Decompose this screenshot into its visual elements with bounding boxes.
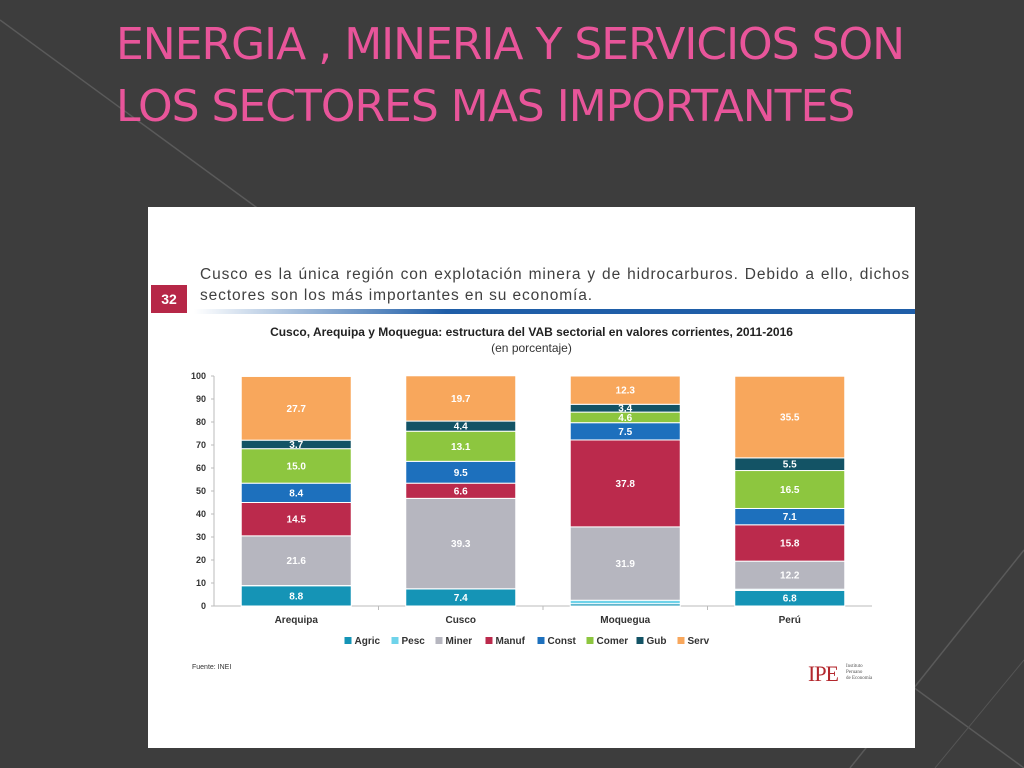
y-tick-label: 40 [196, 509, 206, 519]
header-text: Cusco es la única región con explotación… [200, 266, 910, 304]
data-label: 19.7 [451, 394, 471, 405]
chart-subtitle: (en porcentaje) [491, 341, 572, 355]
logo-subtext: Instituto Peruano de Economía [846, 664, 872, 682]
data-label: 8.4 [289, 488, 303, 499]
bar-segment [569, 526, 681, 601]
legend-label: Const [548, 636, 577, 647]
y-tick-label: 20 [196, 555, 206, 565]
chart-title: Cusco, Arequipa y Moquegua: estructura d… [270, 325, 793, 339]
data-label: 7.4 [454, 593, 468, 604]
ipe-logo: IPE Instituto Peruano de Economía [808, 662, 888, 686]
y-tick-label: 30 [196, 532, 206, 542]
y-tick-label: 60 [196, 463, 206, 473]
bar-segment [734, 524, 846, 562]
y-tick-label: 10 [196, 578, 206, 588]
data-label: 4.6 [618, 413, 632, 424]
page-number-badge: 32 [151, 285, 187, 313]
bar-segment [569, 439, 681, 528]
data-label: 14.5 [287, 515, 307, 526]
bar-segment [240, 375, 352, 441]
bar-segment [240, 448, 352, 484]
legend-swatch [391, 637, 399, 644]
data-label: 5.5 [783, 460, 797, 471]
logo-subtext-line: Instituto [846, 664, 863, 669]
y-tick-label: 100 [191, 371, 206, 381]
legend-swatch [344, 637, 352, 644]
legend-label: Pesc [402, 636, 426, 647]
legend-label: Manuf [496, 636, 526, 647]
legend-label: Comer [597, 636, 629, 647]
bar-segment [569, 375, 681, 405]
legend-swatch [586, 637, 594, 644]
slide-title: ENERGIA , MINERIA Y SERVICIOS SON LOS SE… [116, 19, 905, 132]
data-label: 6.8 [783, 594, 797, 605]
legend-swatch [485, 637, 493, 644]
legend-label: Serv [688, 636, 710, 647]
data-label: 8.8 [289, 591, 303, 602]
chart-panel: 32 Cusco es la única región con explotac… [148, 207, 915, 748]
data-label: 9.5 [454, 468, 468, 479]
y-tick-label: 50 [196, 486, 206, 496]
y-tick-label: 80 [196, 417, 206, 427]
y-tick-label: 0 [201, 601, 206, 611]
logo-text: IPE [808, 661, 839, 686]
legend-swatch [435, 637, 443, 644]
bar-segment [734, 560, 846, 590]
legend-label: Agric [355, 636, 381, 647]
data-label: 27.7 [287, 404, 307, 415]
header-rule [194, 309, 915, 314]
x-tick-label: Cusco [445, 615, 476, 626]
bar-segment [240, 535, 352, 587]
legend-label: Miner [446, 636, 473, 647]
data-label: 31.9 [616, 559, 636, 570]
data-label: 3.4 [618, 404, 632, 415]
data-label: 4.4 [454, 422, 468, 433]
data-label: 3.7 [289, 440, 303, 451]
data-label: 13.1 [451, 442, 471, 453]
bar-segment [405, 375, 517, 422]
data-label: 7.1 [783, 512, 797, 523]
data-label: 6.6 [454, 486, 468, 497]
y-tick-label: 90 [196, 394, 206, 404]
data-label: 15.0 [287, 461, 307, 472]
data-label: 39.3 [451, 539, 471, 550]
bar-segment [734, 470, 846, 509]
legend-label: Gub [647, 636, 667, 647]
data-label: 12.3 [616, 386, 636, 397]
source-note: Fuente: INEI [192, 664, 232, 671]
x-tick-label: Arequipa [275, 615, 319, 626]
bar-segment [405, 497, 517, 590]
data-label: 21.6 [287, 556, 307, 567]
bar-segment [734, 375, 846, 459]
legend-swatch [636, 637, 644, 644]
logo-subtext-line: de Economía [846, 676, 873, 681]
data-label: 16.5 [780, 485, 800, 496]
logo-subtext-line: Peruano [846, 670, 863, 675]
x-tick-label: Moquegua [600, 615, 650, 626]
bar-segment [405, 430, 517, 462]
bar-segment [240, 502, 352, 537]
y-tick-label: 70 [196, 440, 206, 450]
data-label: 15.8 [780, 538, 800, 549]
data-label: 35.5 [780, 413, 800, 424]
stacked-bar-chart: 0 10 20 30 40 50 60 70 80 90 100 8.8 21.6 14.5 8.4 15.0… [191, 371, 872, 647]
bar-segment [569, 599, 681, 605]
legend-swatch [537, 637, 545, 644]
data-label: 12.2 [780, 571, 800, 582]
data-label: 7.5 [618, 427, 632, 438]
legend-swatch [677, 637, 685, 644]
x-tick-label: Perú [779, 615, 801, 626]
data-label: 37.8 [616, 479, 636, 490]
